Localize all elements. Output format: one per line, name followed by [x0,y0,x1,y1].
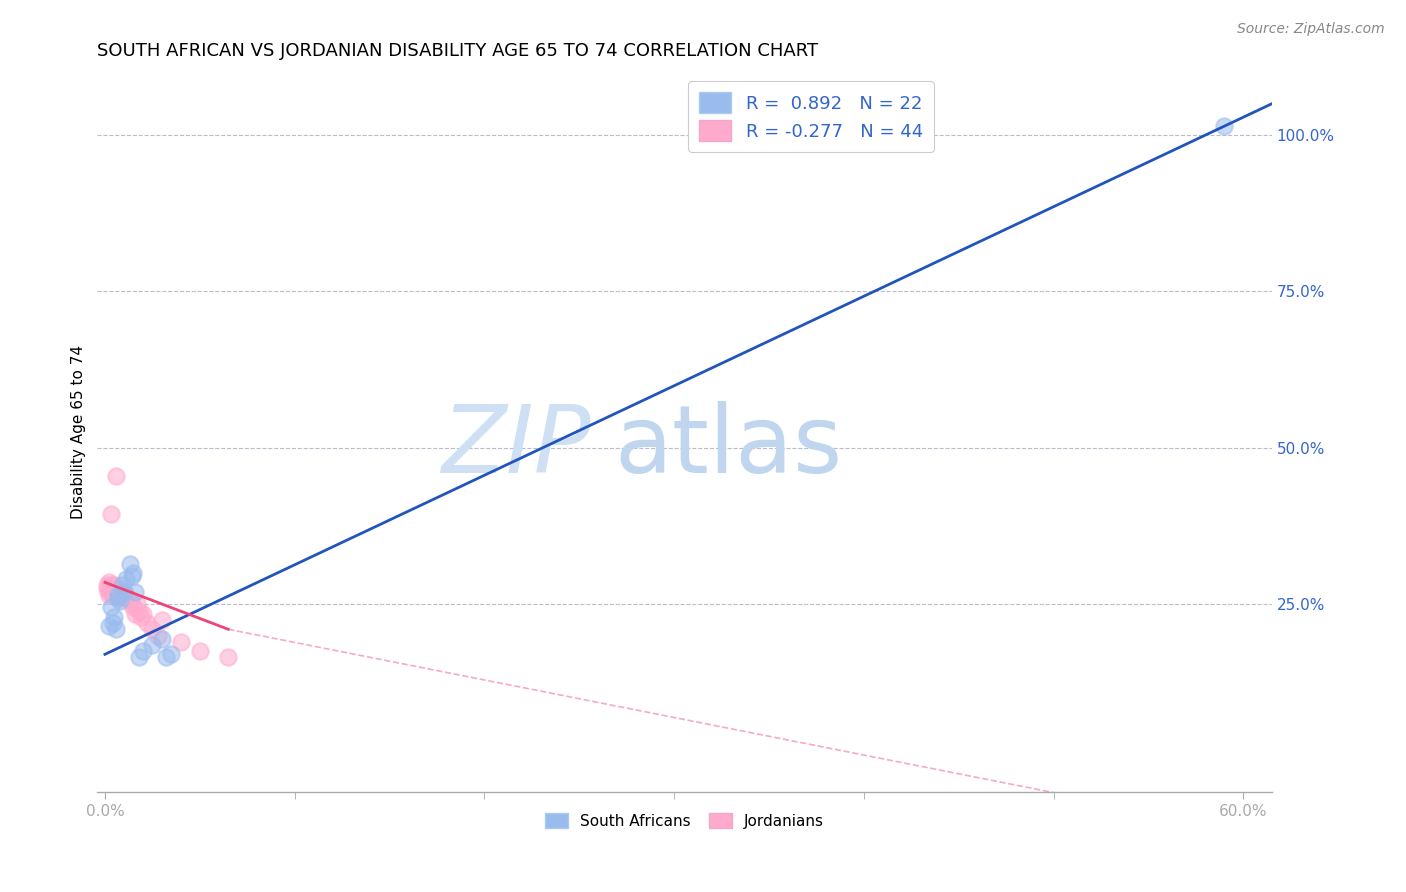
Point [97,575,120,590]
Point [107,582,129,596]
Point [100,584,122,599]
Point [97,588,120,602]
Point [112,588,135,602]
Point [132,644,155,658]
Point [121,569,143,583]
Point [112,584,135,599]
Point [111,578,134,592]
Point [108,594,131,608]
Point [150,613,173,627]
Point [128,603,150,617]
Text: SOUTH AFRICAN VS JORDANIAN DISABILITY AGE 65 TO 74 CORRELATION CHART: SOUTH AFRICAN VS JORDANIAN DISABILITY AG… [97,42,818,60]
Point [129,609,152,624]
Point [135,615,157,630]
Point [114,572,136,586]
Point [105,582,128,596]
Point [111,591,134,605]
Point [103,578,125,592]
Point [107,588,129,602]
Point [132,607,155,621]
Point [127,597,149,611]
Point [118,594,141,608]
Point [118,557,141,571]
Point [96,578,118,592]
Text: ZIP: ZIP [441,401,591,492]
Point [97,584,120,599]
Point [105,622,128,636]
Point [155,650,177,665]
Point [101,584,124,599]
Point [217,650,239,665]
Point [128,650,150,665]
Point [103,609,125,624]
Point [122,566,145,580]
Point [103,584,125,599]
Point [124,607,146,621]
Point [141,638,163,652]
Point [141,622,163,636]
Legend: South Africans, Jordanians: South Africans, Jordanians [538,806,831,835]
Point [114,588,136,602]
Point [117,591,139,605]
Point [122,600,145,615]
Y-axis label: Disability Age 65 to 74: Disability Age 65 to 74 [72,345,86,519]
Point [160,648,183,662]
Point [108,582,131,596]
Point [1213,119,1236,133]
Point [111,588,134,602]
Point [101,615,124,630]
Point [105,584,128,599]
Point [107,588,129,602]
Text: atlas: atlas [614,401,842,492]
Point [107,591,129,605]
Point [107,584,129,599]
Point [150,632,173,646]
Point [100,578,122,592]
Point [101,588,124,602]
Point [105,584,128,599]
Point [103,582,125,596]
Point [100,507,122,521]
Point [105,469,128,483]
Point [146,628,169,642]
Point [112,584,135,599]
Point [188,644,211,658]
Text: Source: ZipAtlas.com: Source: ZipAtlas.com [1237,22,1385,37]
Point [124,584,146,599]
Point [96,582,118,596]
Point [108,584,131,599]
Point [121,597,143,611]
Point [100,600,122,615]
Point [100,582,122,596]
Point [108,588,131,602]
Point [170,635,193,649]
Point [97,619,120,633]
Point [103,588,125,602]
